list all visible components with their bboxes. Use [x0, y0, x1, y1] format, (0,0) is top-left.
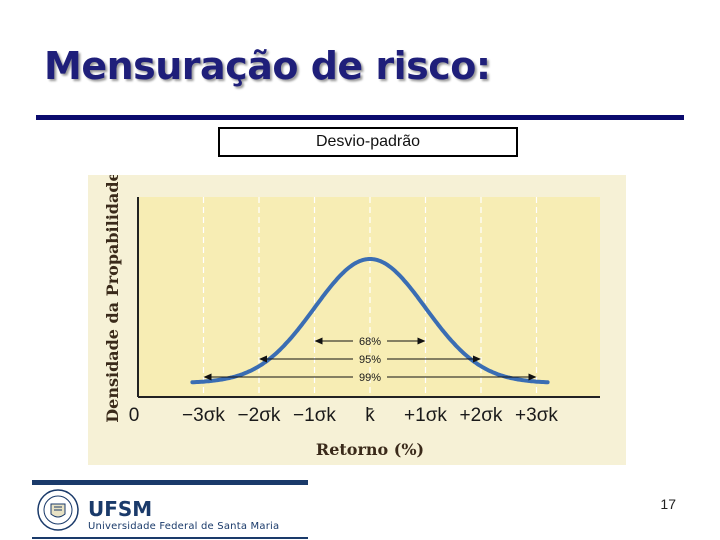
series-normal-curve [190, 257, 550, 385]
normal-distribution-chart: 68% 95% 99% 0 −3σk −2σk −1σk k̄ +1σk +2σk +3σk Reto… [103, 175, 600, 459]
title-divider [36, 115, 684, 120]
logo-subtitle: Universidade Federal de Santa Maria [88, 521, 280, 532]
interval-arrow-left-1 [259, 355, 267, 363]
interval-arrow-right-1 [473, 355, 481, 363]
chart-panel: 68% 95% 99% 0 −3σk −2σk −1σk k̄ +1σk +2σk +3σk Reto… [88, 175, 626, 465]
x-tick-label-4: k̄ [365, 405, 375, 426]
interval-label-0: 68% [359, 336, 381, 348]
y-axis-label: Densidade da Propabilidade [103, 175, 122, 423]
x-tick-label-7: +3σk [515, 405, 558, 426]
x-tick-label-5: +1σk [404, 405, 447, 426]
x-tick-label-2: −2σk [238, 405, 281, 426]
interval-arrow-left-0 [314, 337, 323, 345]
x-tick-label-0: 0 [129, 405, 140, 426]
x-axis-label: Retorno (%) [316, 440, 424, 459]
footer-bottom-bar [32, 537, 308, 539]
university-seal-icon [37, 489, 79, 531]
plot-area [138, 197, 600, 397]
interval-label-1: 95% [359, 354, 381, 366]
interval-arrow-right-2 [528, 373, 537, 381]
footer-top-bar [32, 480, 308, 485]
slide-title: Mensuração de risco: [44, 44, 491, 88]
chart-caption: Desvio-padrão [218, 127, 518, 157]
interval-arrow-left-2 [203, 373, 212, 381]
page-number: 17 [660, 496, 676, 512]
x-tick-label-6: +2σk [460, 405, 503, 426]
interval-label-2: 99% [359, 372, 381, 384]
x-tick-label-3: −1σk [293, 405, 336, 426]
interval-arrow-right-0 [417, 337, 426, 345]
logo-name: UFSM [88, 497, 153, 521]
x-tick-label-1: −3σk [182, 405, 225, 426]
